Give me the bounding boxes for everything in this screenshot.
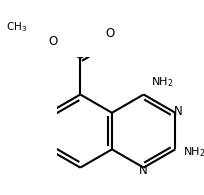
Text: N: N xyxy=(173,105,181,118)
Text: N: N xyxy=(139,164,147,177)
Text: O: O xyxy=(48,35,57,48)
Text: NH$_2$: NH$_2$ xyxy=(151,75,173,89)
Text: CH$_3$: CH$_3$ xyxy=(7,20,28,34)
Text: O: O xyxy=(105,27,114,40)
Text: NH$_2$: NH$_2$ xyxy=(182,145,204,159)
